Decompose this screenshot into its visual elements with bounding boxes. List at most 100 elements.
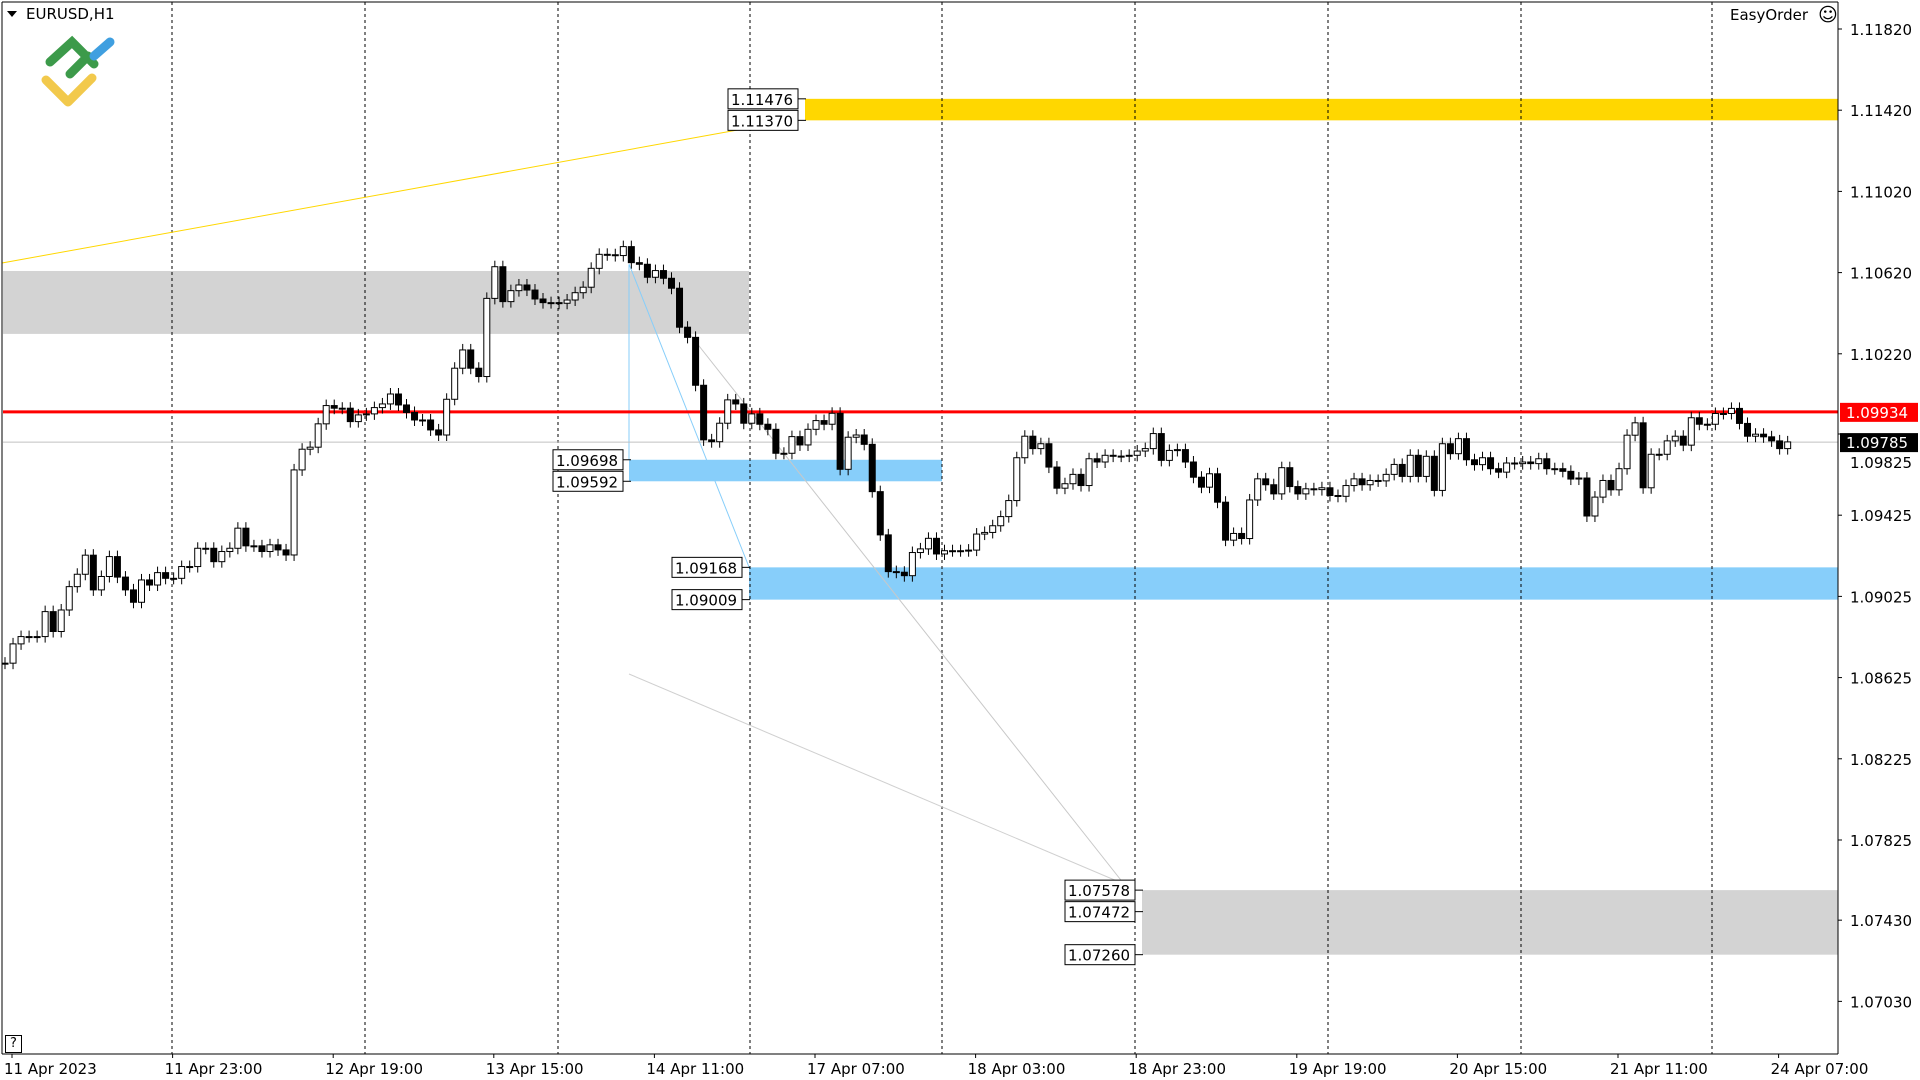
chart-symbol-title: EURUSD,H1 <box>26 5 115 23</box>
zone-labels-layer: 1.11476 1.11370 1.09698 1.09592 1.09168 1.090… <box>552 88 1143 966</box>
price-tick-label: 1.11420 <box>1850 102 1912 120</box>
symbol-menu-triangle-icon[interactable] <box>7 11 17 17</box>
bull-candle <box>314 423 322 448</box>
bear-candle <box>1109 454 1117 457</box>
bull-candle <box>1519 461 1527 465</box>
bull-candle <box>1246 499 1254 540</box>
smiley-icon[interactable]: ☺ <box>1818 4 1838 26</box>
bull-candle <box>338 407 346 410</box>
zone-price-label: 1.09592 <box>556 473 618 491</box>
bull-candle <box>989 525 997 533</box>
bear-candle <box>162 572 170 579</box>
bull-candle <box>386 393 394 405</box>
bear-candle <box>659 270 667 279</box>
bear-candle <box>1157 433 1165 461</box>
time-tick-label: 13 Apr 15:00 <box>486 1060 584 1078</box>
bear-candle <box>676 287 684 328</box>
help-button[interactable]: ? <box>5 1035 22 1053</box>
time-tick-label: 18 Apr 03:00 <box>968 1060 1066 1078</box>
bear-candle <box>1470 459 1478 466</box>
bear-candle <box>1214 473 1222 503</box>
bull-candle <box>41 611 49 638</box>
bear-candle <box>836 412 844 470</box>
bear-candle <box>603 253 611 256</box>
bear-candle <box>1430 455 1438 491</box>
bear-candle <box>1374 479 1382 482</box>
bear-candle <box>1511 462 1519 465</box>
bear-candle <box>1414 454 1422 477</box>
bear-candle <box>1639 422 1647 489</box>
bull-candle <box>579 286 587 294</box>
bull-candle <box>1615 468 1623 491</box>
price-tick-label: 1.07430 <box>1850 912 1912 930</box>
bear-candle <box>258 545 266 553</box>
bull-candle <box>483 297 491 378</box>
bull-candle <box>973 533 981 551</box>
bear-candle <box>611 254 619 257</box>
bull-candle <box>154 572 162 586</box>
bear-candle <box>884 534 892 573</box>
zone-price-label: 1.07578 <box>1068 882 1130 900</box>
bull-candle <box>563 299 571 304</box>
bull-candle <box>1350 478 1358 487</box>
bull-candle <box>218 551 226 563</box>
bear-candle <box>427 419 435 431</box>
bull-candle <box>1784 441 1792 450</box>
bull-candle <box>804 428 812 446</box>
bull-candle <box>178 566 186 579</box>
bear-candle <box>796 436 804 446</box>
bear-candle <box>467 349 475 369</box>
bull-candle <box>1390 463 1398 475</box>
zones-layer <box>3 98 1838 955</box>
bull-candle <box>443 398 451 436</box>
bull-candle <box>1551 468 1559 471</box>
bull-candle <box>1206 473 1213 488</box>
bear-candle <box>708 439 716 443</box>
time-tick-label: 21 Apr 11:00 <box>1610 1060 1708 1078</box>
bear-candle <box>330 405 338 409</box>
bear-candle <box>403 404 410 413</box>
bull-candle <box>362 413 370 416</box>
bear-candle <box>475 367 483 378</box>
bull-candle <box>941 550 949 555</box>
bear-candle <box>684 326 692 338</box>
bull-candle <box>1021 435 1029 459</box>
bear-candle <box>1446 443 1454 455</box>
blue-lower-zone <box>749 567 1838 600</box>
price-tick-label: 1.08625 <box>1850 670 1912 688</box>
bear-candle <box>539 298 547 304</box>
bear-candle <box>1053 466 1061 489</box>
bull-candle <box>9 643 17 664</box>
bull-candle <box>105 556 113 577</box>
bull-candle <box>619 246 627 257</box>
bull-candle <box>81 554 89 575</box>
gray-lower-zone <box>1142 890 1838 955</box>
bear-candle <box>499 266 507 303</box>
bear-candle <box>49 611 57 633</box>
price-tick-label: 1.08225 <box>1850 751 1912 769</box>
bear-candle <box>1567 470 1575 480</box>
time-tick-label: 20 Apr 15:00 <box>1449 1060 1547 1078</box>
bear-candle <box>1760 433 1768 438</box>
bull-candle <box>595 253 603 269</box>
bull-candle <box>1165 449 1173 461</box>
bear-candle <box>242 527 250 547</box>
bull-candle <box>949 550 957 553</box>
zone-price-label: 1.07472 <box>1068 904 1130 922</box>
bull-candle <box>1318 487 1326 491</box>
bull-candle <box>1366 479 1374 486</box>
bear-candle <box>1462 438 1470 461</box>
bull-candle <box>1631 422 1639 436</box>
bear-candle <box>411 411 419 421</box>
bull-candle <box>908 552 916 577</box>
bull-candle <box>226 547 234 553</box>
bull-candle <box>65 586 73 611</box>
bear-candle <box>1310 488 1318 491</box>
bear-candle <box>523 284 531 291</box>
price-tick-label: 1.09825 <box>1850 454 1912 472</box>
time-tick-label: 17 Apr 07:00 <box>807 1060 905 1078</box>
price-tick-label: 1.10620 <box>1850 265 1912 283</box>
bull-candle <box>298 448 306 471</box>
